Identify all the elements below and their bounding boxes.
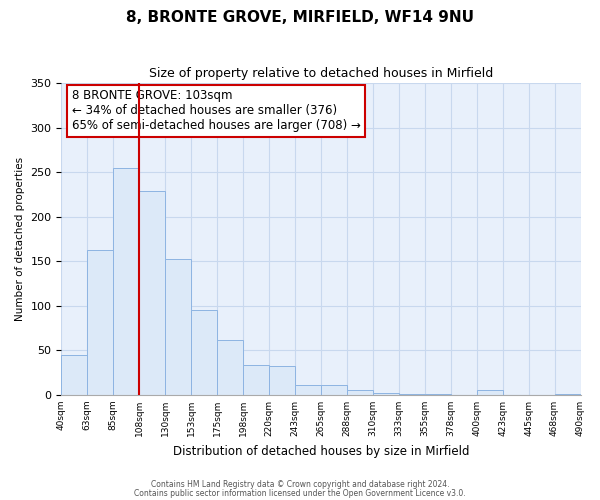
Text: Contains public sector information licensed under the Open Government Licence v3: Contains public sector information licen… [134, 488, 466, 498]
Bar [295, 385, 321, 395]
Bar [347, 390, 373, 395]
Bar [113, 168, 139, 395]
Bar [88, 250, 113, 395]
Text: 8, BRONTE GROVE, MIRFIELD, WF14 9NU: 8, BRONTE GROVE, MIRFIELD, WF14 9NU [126, 10, 474, 25]
Bar [191, 310, 217, 395]
Bar [399, 394, 425, 395]
Bar [373, 393, 399, 395]
Bar [243, 364, 269, 395]
Title: Size of property relative to detached houses in Mirfield: Size of property relative to detached ho… [149, 68, 493, 80]
Bar [269, 366, 295, 395]
Bar [61, 355, 88, 395]
Text: 8 BRONTE GROVE: 103sqm
← 34% of detached houses are smaller (376)
65% of semi-de: 8 BRONTE GROVE: 103sqm ← 34% of detached… [72, 90, 361, 132]
X-axis label: Distribution of detached houses by size in Mirfield: Distribution of detached houses by size … [173, 444, 469, 458]
Bar [139, 191, 165, 395]
Text: Contains HM Land Registry data © Crown copyright and database right 2024.: Contains HM Land Registry data © Crown c… [151, 480, 449, 489]
Bar [321, 385, 347, 395]
Bar [476, 390, 503, 395]
Bar [165, 260, 191, 395]
Bar [425, 394, 451, 395]
Bar [217, 340, 243, 395]
Y-axis label: Number of detached properties: Number of detached properties [15, 157, 25, 321]
Bar [554, 394, 581, 395]
